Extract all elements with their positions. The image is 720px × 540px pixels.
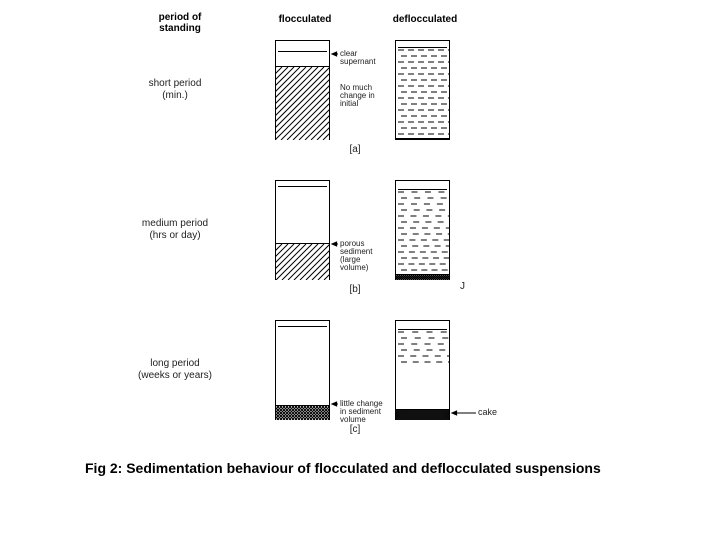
col-header-period: period ofstanding [145,12,215,34]
vessel-floc-b [275,180,330,280]
vessel-defloc-c [395,320,450,420]
liquid-line [278,326,327,327]
vessel-floc-c [275,320,330,420]
vessel-floc-a [275,40,330,140]
sediment-floc-b [276,243,329,280]
vessel-defloc-a [395,40,450,140]
sediment-floc-c [276,405,329,420]
sediment-floc-a [276,66,329,140]
suspension-defloc-a [396,47,449,139]
row-label-b: medium period(hrs or day) [125,218,225,242]
figure-caption: Fig 2: Sedimentation behaviour of floccu… [85,460,601,476]
col-header-flocculated: flocculated [270,14,340,25]
vessel-defloc-b [395,180,450,280]
col-header-deflocculated: deflocculated [385,14,465,25]
side-label-defloc-b: J [460,282,465,292]
sublabel-a: [a] [345,144,365,155]
bottom-band-defloc-b [396,274,449,280]
annotation-a-1: No muchchange ininitial [340,84,395,108]
supernatant-dashes-c [396,329,449,365]
liquid-line [278,186,327,187]
row-label-c: long period(weeks or years) [125,358,225,382]
row-label-a: short period(min.) [125,78,225,102]
annotation-a-0: clearsupernant [340,50,395,66]
sublabel-b: [b] [345,284,365,295]
annotation-b-0: poroussediment(largevolume) [340,240,395,272]
annotation-c-0: little changein sedimentvolume [340,400,395,424]
cake-defloc-c [396,409,449,420]
sublabel-c: [c] [345,424,365,435]
liquid-line [278,51,327,52]
suspension-defloc-b [396,189,449,274]
